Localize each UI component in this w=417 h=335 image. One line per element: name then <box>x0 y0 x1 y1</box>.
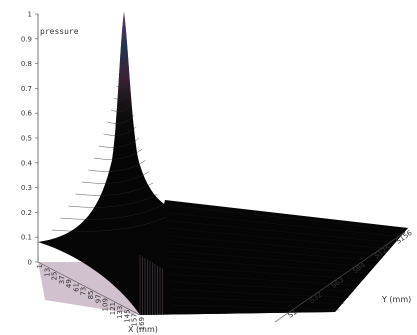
x-axis-ticks: 113 25 37 49 61 73 85 97 109 121 133 145 157 169 <box>36 264 146 330</box>
mesh-contour <box>75 182 154 196</box>
z-tick-label: 0.6 <box>21 110 33 118</box>
mesh-contour <box>103 126 137 136</box>
z-axis-label: pressure <box>40 27 79 36</box>
x-tick-label: 145 <box>123 309 131 322</box>
mesh-grid-line <box>165 212 396 237</box>
mesh-contour <box>121 47 126 52</box>
x-tick-label: 73 <box>80 287 88 296</box>
mesh-contour <box>114 92 131 100</box>
y-axis-label: Y (mm) <box>381 295 411 304</box>
mesh-contour <box>93 149 143 160</box>
mesh-contour <box>51 216 168 232</box>
surface-body <box>38 12 408 315</box>
x-tick-label: 109 <box>102 298 110 311</box>
mesh-contour <box>98 137 140 148</box>
x-tick-label: 61 <box>72 283 80 292</box>
mesh-contour <box>107 115 135 124</box>
x-tick-label: 133 <box>116 306 124 319</box>
mesh-contour <box>60 205 163 220</box>
z-tick-label: 0.3 <box>21 184 32 192</box>
mesh-contour <box>118 70 128 76</box>
mesh-contour <box>122 25 125 29</box>
x-tick-label: 13 <box>43 268 51 277</box>
mesh-grid-line <box>169 266 364 280</box>
z-tick-label: 0.2 <box>21 209 32 217</box>
x-tick-label: 1 <box>36 264 44 268</box>
z-tick-label: 1 <box>28 11 32 19</box>
y-tick-label: S1 <box>287 308 299 320</box>
mesh-contour <box>122 36 126 40</box>
x-axis-line <box>37 261 141 316</box>
mesh-contour <box>110 103 132 112</box>
z-tick-label: 0.8 <box>21 60 32 68</box>
mesh-grid-line <box>168 243 377 261</box>
x-tick-label: 37 <box>58 275 66 284</box>
z-tick-label: 0 <box>28 259 32 267</box>
mesh-contour <box>120 58 127 64</box>
x-axis-label: X (mm) <box>128 325 158 334</box>
mesh-grid-line <box>172 297 345 304</box>
surface-mesh <box>51 25 401 315</box>
mesh-grid-line <box>171 281 354 292</box>
mesh-grid-line <box>164 204 401 231</box>
mesh-grid-line <box>172 304 341 311</box>
z-tick-label: 0.7 <box>21 85 32 93</box>
mesh-grid-line <box>167 235 382 255</box>
x-tick-label: 169 <box>138 317 146 330</box>
z-axis-ticks: 0 0.1 0.2 0.3 0.4 0.5 0.6 0.7 0.8 0.9 1 <box>21 11 38 267</box>
mesh-grid-line <box>168 251 373 268</box>
x-tick-label: 85 <box>87 291 95 300</box>
x-tick-label: 121 <box>109 302 117 315</box>
x-tick-label: 157 <box>131 313 139 326</box>
mesh-grid-line <box>166 227 387 249</box>
mesh-contour <box>88 160 146 172</box>
z-tick-label: 0.9 <box>21 35 32 43</box>
mesh-grid-line <box>166 220 391 243</box>
y-axis-line <box>274 231 406 323</box>
mesh-contour <box>68 194 158 208</box>
mesh-contour <box>116 81 129 88</box>
mesh-grid-line <box>169 258 368 274</box>
x-tick-label: 25 <box>51 272 59 281</box>
x-tick-label: 49 <box>65 279 73 288</box>
z-tick-label: 0.4 <box>21 159 33 167</box>
mesh-grid-line <box>170 274 359 286</box>
x-tick-label: 97 <box>94 294 102 303</box>
z-tick-label: 0.5 <box>21 135 32 143</box>
mesh-grid-line <box>171 289 350 298</box>
z-tick-label: 0.1 <box>21 234 32 242</box>
mesh-contour <box>82 171 150 184</box>
